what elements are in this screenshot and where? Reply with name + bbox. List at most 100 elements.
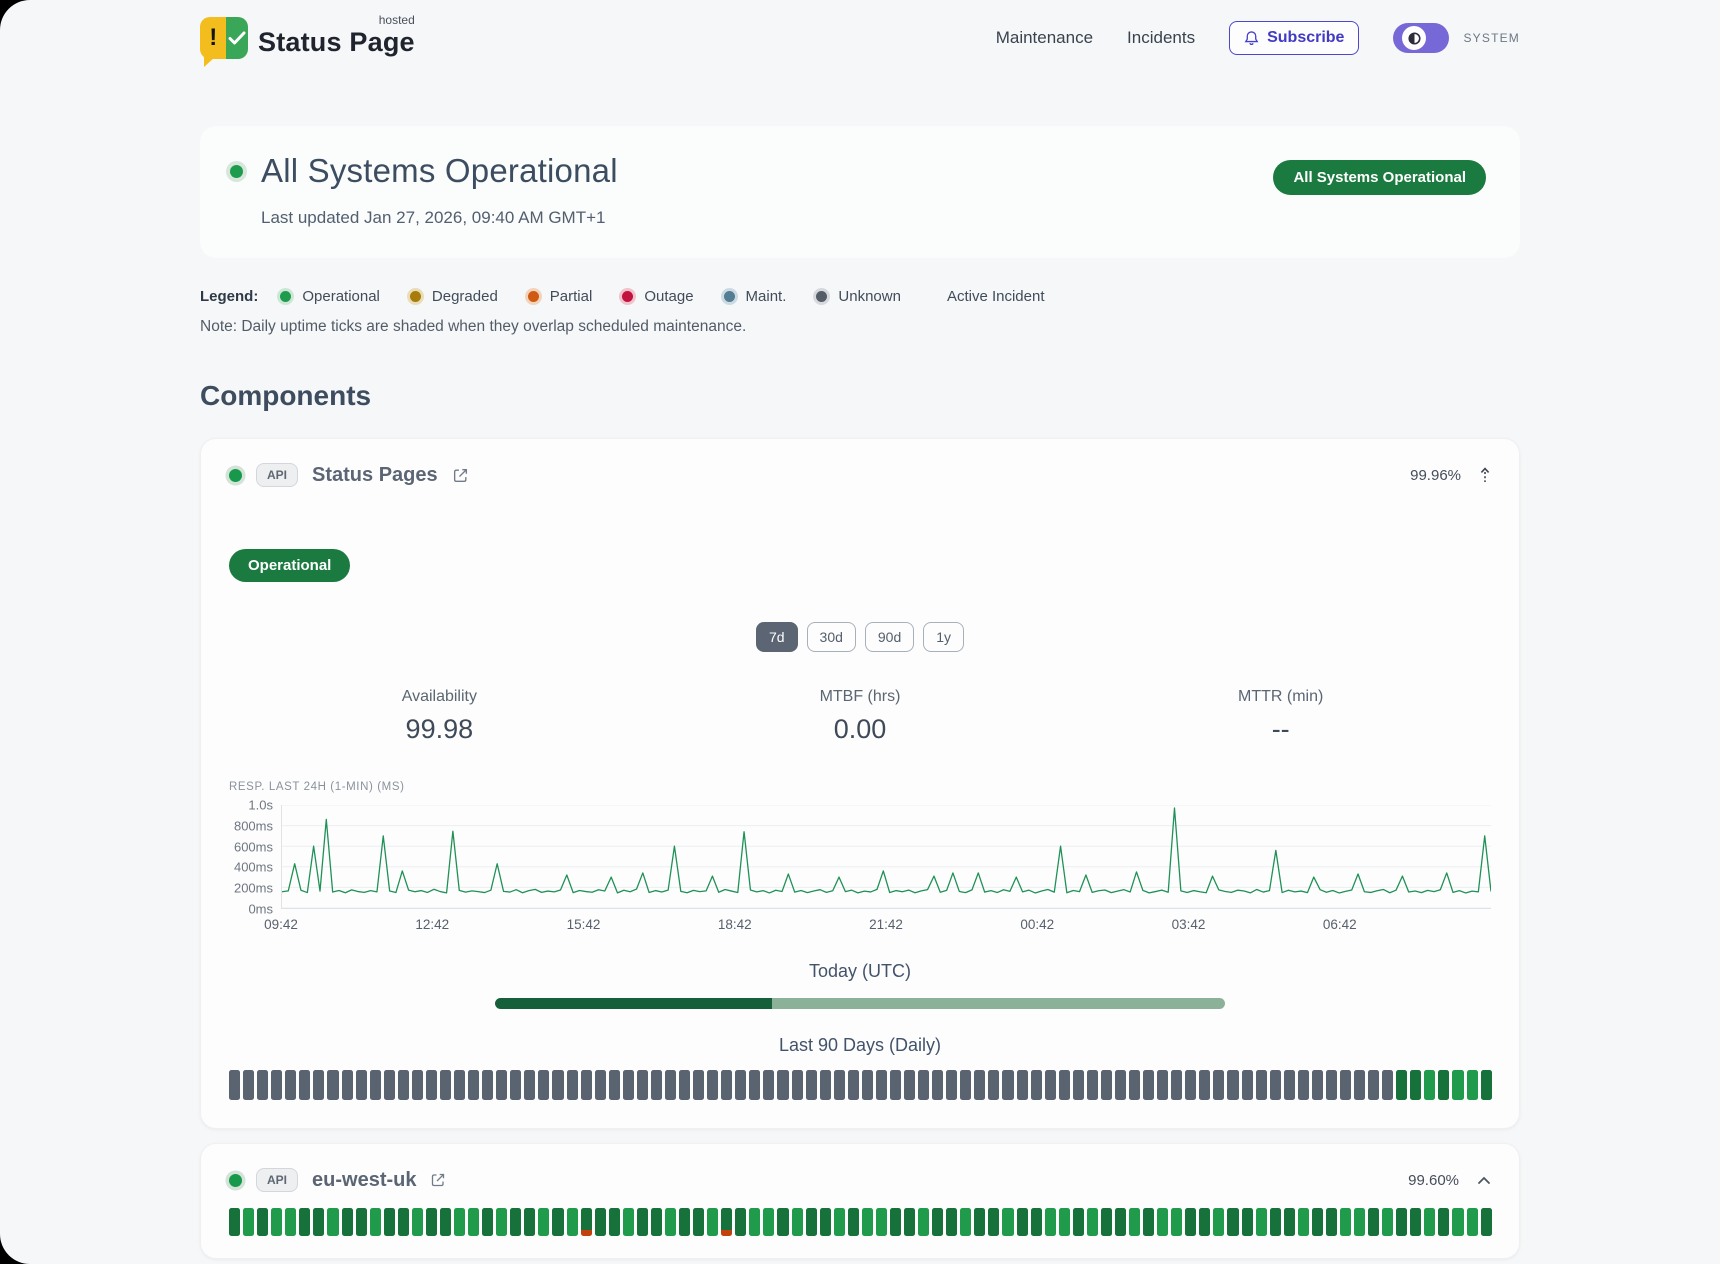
uptime-tick [1100,1070,1112,1100]
uptime-tick [960,1208,972,1236]
contrast-icon [1407,31,1422,46]
legend-row: Legend: Operational Degraded Partial Outage… [200,288,1520,305]
uptime-tick [889,1208,901,1236]
uptime-tick [1072,1070,1084,1100]
uptime-tick [1452,1070,1464,1100]
brand-logo-icon: ! [200,17,248,67]
today-utc-label: Today (UTC) [808,961,911,981]
y-tick-label: 600ms [233,839,273,855]
uptime-tick [819,1070,831,1100]
uptime-tick [271,1208,283,1236]
uptime-tick [1171,1208,1183,1236]
uptime-tick [636,1070,648,1100]
collapse-arrow-icon[interactable] [1479,466,1491,484]
y-tick-label: 800ms [233,818,273,834]
uptime-tick [1185,1070,1197,1100]
uptime-tick [454,1208,466,1236]
uptime-tick [468,1208,480,1236]
uptime-tick [1466,1070,1478,1100]
subscribe-button[interactable]: Subscribe [1229,21,1360,55]
legend-item-degraded: Degraded [409,288,498,305]
nav-maintenance[interactable]: Maintenance [995,28,1094,47]
uptime-tick [1241,1070,1253,1100]
component-type-badge: API [256,463,299,487]
external-link-icon[interactable] [430,1172,446,1188]
metric-value-availability: 99.98 [405,714,474,744]
theme-mode-label: SYSTEM [1463,31,1520,45]
range-button-1y[interactable]: 1y [923,622,965,652]
brand: ! Status Page hosted [200,13,415,67]
uptime-tick [1143,1070,1155,1100]
uptime-tick [496,1208,508,1236]
uptime-tick [875,1070,887,1100]
theme-toggle[interactable] [1393,23,1450,53]
uptime-tick [1269,1070,1281,1100]
uptime-tick [397,1208,409,1236]
uptime-tick [749,1208,761,1236]
uptime-tick [1311,1208,1323,1236]
legend-label: Operational [302,288,380,305]
uptime-tick [1283,1208,1295,1236]
legend-item-operational: Operational [280,288,380,305]
uptime-tick [1368,1070,1380,1100]
uptime-tick [847,1208,859,1236]
overall-status-card: All Systems Operational Last updated Jan… [200,126,1520,258]
brand-hosted-label: hosted [378,13,415,27]
uptime-tick [735,1070,747,1100]
uptime-tick [524,1208,536,1236]
uptime-tick [285,1070,297,1100]
uptime-tick [735,1208,747,1236]
nav-incidents[interactable]: Incidents [1127,28,1196,47]
uptime-tick [594,1208,606,1236]
uptime-tick [468,1070,480,1100]
legend-item-unknown: Unknown [816,288,901,305]
uptime-tick [988,1208,1000,1236]
y-tick-label: 400ms [233,859,273,875]
speech-tail [204,57,215,67]
uptime-tick [313,1208,325,1236]
expand-chevron-icon[interactable] [1477,1176,1491,1185]
component-status-dot [229,468,242,482]
uptime-tick [636,1208,648,1236]
uptime-tick [257,1070,269,1100]
component-status-dot [229,1173,242,1187]
uptime-tick [299,1208,311,1236]
uptime-tick [1480,1070,1492,1100]
legend-dot [723,291,735,302]
component-status-badge: Operational [229,549,351,582]
uptime-tick [1086,1070,1098,1100]
uptime-tick [1157,1070,1169,1100]
uptime-tick [1016,1208,1028,1236]
uptime-tick [1227,1070,1239,1100]
uptime-tick [1325,1208,1337,1236]
uptime-tick [552,1208,564,1236]
range-button-90d[interactable]: 90d [864,622,915,652]
uptime-tick [1339,1208,1351,1236]
x-tick-label: 06:42 [1322,917,1357,932]
uptime-tick [1100,1208,1112,1236]
legend-label: Maint. [745,288,787,305]
uptime-tick [341,1070,353,1100]
uptime-tick [580,1208,592,1236]
uptime-tick [1354,1070,1366,1100]
external-link-icon[interactable] [452,467,469,484]
range-button-30d[interactable]: 30d [806,622,856,652]
uptime-tick [918,1070,930,1100]
range-button-7d[interactable]: 7d [755,622,798,652]
uptime-tick [1325,1070,1337,1100]
legend-label: Partial [549,288,593,305]
uptime-tick [664,1070,676,1100]
uptime-tick [1072,1208,1084,1236]
uptime-tick [805,1070,817,1100]
uptime-tick [285,1208,297,1236]
x-tick-label: 12:42 [415,917,450,932]
uptime-ticks-status-pages [229,1070,1492,1100]
uptime-tick [833,1070,845,1100]
uptime-tick [1382,1208,1394,1236]
uptime-tick [932,1070,944,1100]
uptime-tick [257,1208,269,1236]
uptime-tick [763,1070,775,1100]
uptime-tick [271,1070,283,1100]
uptime-tick [327,1208,339,1236]
